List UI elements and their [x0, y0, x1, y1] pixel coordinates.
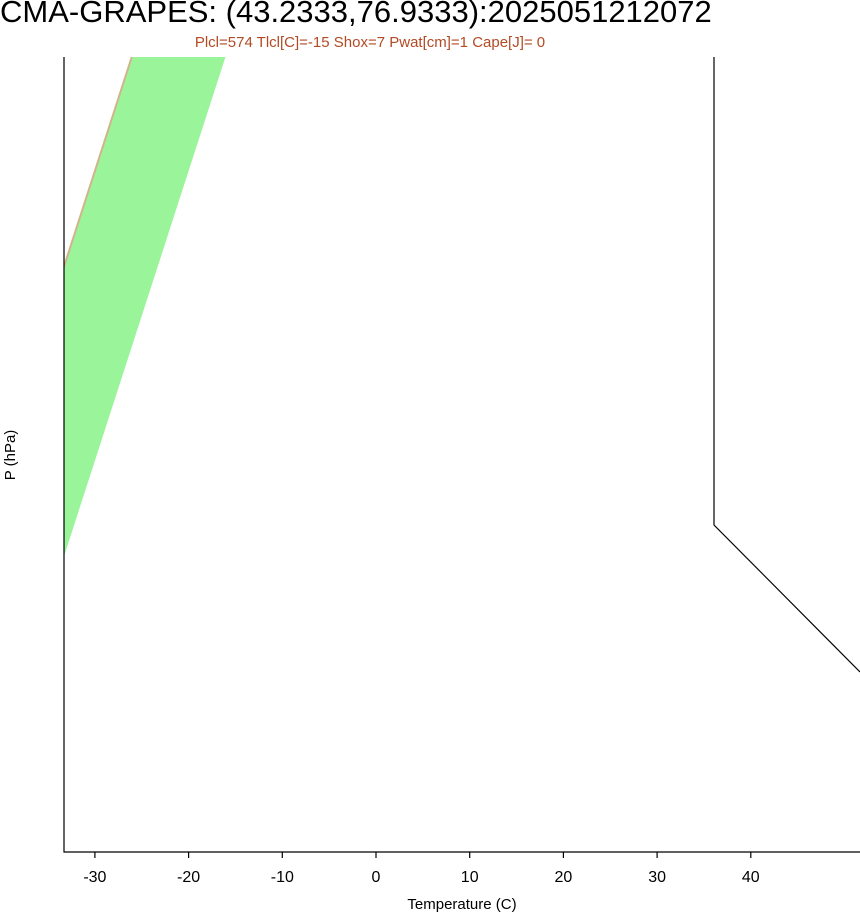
x-tick-label: -30: [83, 869, 106, 886]
boundary-line: [713, 57, 860, 673]
x-axis-label: Temperature (C): [407, 896, 516, 913]
x-tick-label: -20: [177, 869, 200, 886]
x-tick-label: 10: [461, 869, 479, 886]
x-tick-label: 0: [372, 869, 381, 886]
background-mask: [714, 57, 860, 672]
y-axis-label: P (hPa): [2, 430, 19, 481]
axes: 1001658715014022200121782501073530095274…: [2, 430, 760, 913]
axis-frame: [63, 57, 860, 853]
chart-subtitle: Plcl=574 Tlcl[C]=-15 Shox=7 Pwat[cm]=1 C…: [194, 34, 546, 51]
x-tick-label: 20: [555, 869, 573, 886]
chart-title: CMA-GRAPES: (43.2333,76.9333):2025051212…: [0, 0, 712, 29]
plot-frame: [63, 57, 860, 853]
isotherm-line: [0, 0, 63, 852]
shaded-bands: [64, 57, 860, 672]
x-tick-label: -10: [271, 869, 294, 886]
x-tick-label: 30: [648, 869, 666, 886]
isotherm-band: [64, 57, 226, 557]
x-tick-label: 40: [742, 869, 760, 886]
